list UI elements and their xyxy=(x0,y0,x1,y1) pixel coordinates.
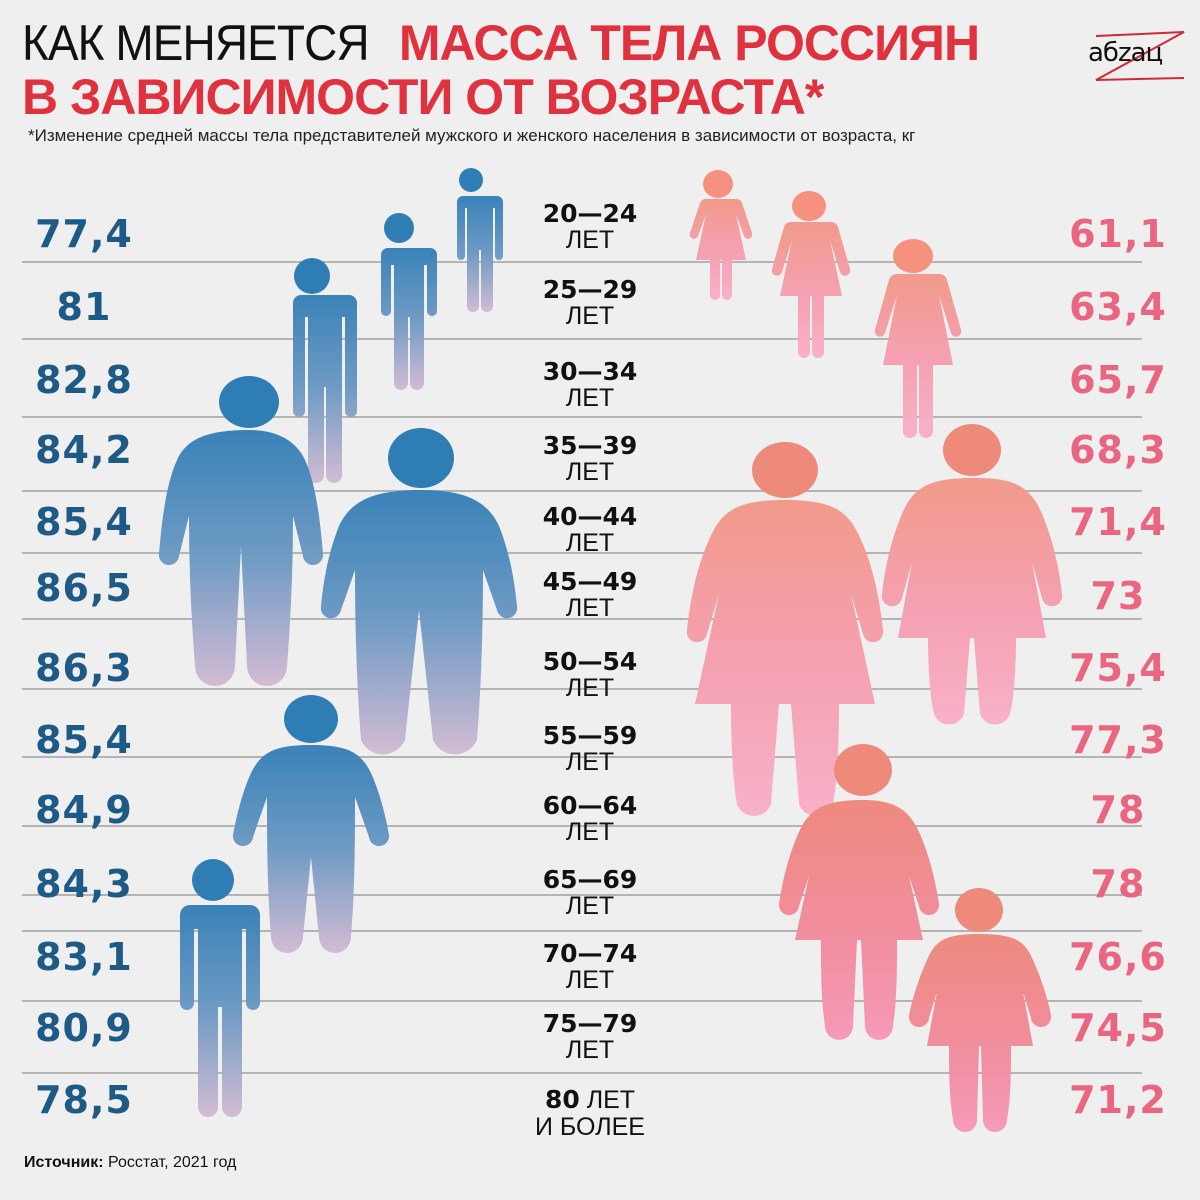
title-part-1: КАК МЕНЯЕТСЯ xyxy=(22,15,370,71)
age-label: 75—79 ЛЕТ xyxy=(542,1009,638,1064)
male-value: 84,9 xyxy=(35,788,133,832)
male-value: 86,3 xyxy=(35,646,133,690)
female-value: 78 xyxy=(1090,788,1146,832)
female-value: 73 xyxy=(1090,574,1146,618)
female-figure-icon xyxy=(881,424,1063,725)
row-divider xyxy=(22,930,1142,932)
age-label: 45—49 ЛЕТ xyxy=(542,567,638,622)
male-value: 84,3 xyxy=(35,862,133,906)
row-divider xyxy=(22,338,1142,340)
male-value: 80,9 xyxy=(35,1006,133,1050)
row-divider xyxy=(22,756,1142,758)
age-label: 80 ЛЕТ И БОЛЕЕ xyxy=(535,1085,645,1141)
row-divider xyxy=(22,825,1142,827)
female-value: 74,5 xyxy=(1069,1006,1167,1050)
male-value: 84,2 xyxy=(35,428,133,472)
row-divider xyxy=(22,618,1142,620)
age-label: 40—44 ЛЕТ xyxy=(542,502,638,557)
logo: абzац xyxy=(1080,18,1190,86)
age-label: 70—74 ЛЕТ xyxy=(542,939,638,994)
male-figure-icon xyxy=(176,859,260,1117)
female-value: 78 xyxy=(1090,862,1146,906)
male-value: 81 xyxy=(56,285,112,329)
female-value: 77,3 xyxy=(1069,718,1167,762)
title-line-2: В ЗАВИСИМОСТИ ОТ ВОЗРАСТА* xyxy=(22,69,824,125)
female-value: 75,4 xyxy=(1069,646,1167,690)
logo-text: абzац xyxy=(1088,38,1163,68)
row-divider xyxy=(22,416,1142,418)
age-label: 30—34 ЛЕТ xyxy=(542,357,638,412)
age-label: 55—59 ЛЕТ xyxy=(542,721,638,776)
male-value: 85,4 xyxy=(35,500,133,544)
female-value: 65,7 xyxy=(1069,358,1167,402)
row-divider xyxy=(22,490,1142,492)
male-figure-icon xyxy=(158,376,324,686)
logo-z-icon xyxy=(1095,31,1185,81)
male-value: 83,1 xyxy=(35,935,133,979)
male-value: 86,5 xyxy=(35,566,133,610)
female-figure-icon xyxy=(686,442,884,817)
row-divider xyxy=(22,1000,1142,1002)
subtitle: *Изменение средней массы тела представит… xyxy=(28,126,916,145)
row-divider xyxy=(22,1072,1142,1074)
age-label: 20—24 ЛЕТ xyxy=(542,199,638,254)
male-figure-icon xyxy=(232,695,390,953)
female-figure-icon xyxy=(778,744,940,1040)
age-label: 25—29 ЛЕТ xyxy=(542,275,638,330)
male-value: 82,8 xyxy=(35,358,133,402)
female-figure-icon xyxy=(908,888,1052,1132)
female-value: 71,2 xyxy=(1069,1078,1167,1122)
row-divider xyxy=(22,552,1142,554)
female-value: 76,6 xyxy=(1069,935,1167,979)
male-value: 85,4 xyxy=(35,718,133,762)
age-label: 60—64 ЛЕТ xyxy=(542,791,638,846)
age-label: 50—54 ЛЕТ xyxy=(542,647,638,702)
female-figure-icon xyxy=(874,239,962,438)
row-divider xyxy=(22,261,1142,263)
male-figure-icon xyxy=(368,213,437,390)
age-label: 65—69 ЛЕТ xyxy=(542,865,638,920)
age-label: 35—39 ЛЕТ xyxy=(542,431,638,486)
source-note: Источник: Росстат, 2021 год xyxy=(24,1154,237,1171)
row-divider xyxy=(22,688,1142,690)
female-figure-icon xyxy=(771,191,851,358)
female-value: 68,3 xyxy=(1069,428,1167,472)
female-value: 71,4 xyxy=(1069,500,1167,544)
male-figure-icon xyxy=(320,428,518,755)
female-figure-icon xyxy=(689,170,753,300)
row-divider xyxy=(22,894,1142,896)
page-title: КАК МЕНЯЕТСЯ МАССА ТЕЛА РОССИЯН В ЗАВИСИ… xyxy=(22,15,980,125)
male-figure-icon xyxy=(445,168,503,312)
male-value: 78,5 xyxy=(35,1078,133,1122)
male-value: 77,4 xyxy=(35,212,133,256)
male-figure-icon xyxy=(275,258,357,483)
title-part-2: МАССА ТЕЛА РОССИЯН xyxy=(398,15,980,71)
female-value: 63,4 xyxy=(1069,285,1167,329)
female-value: 61,1 xyxy=(1069,212,1167,256)
